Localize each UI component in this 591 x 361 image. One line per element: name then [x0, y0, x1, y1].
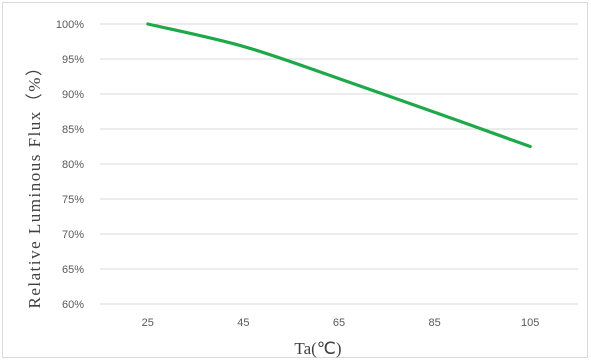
y-tick-label: 70% — [62, 229, 84, 241]
gridlines — [100, 23, 578, 305]
y-tick-label: 75% — [62, 194, 84, 206]
x-tick-labels: 25 45 65 85 105 — [142, 317, 540, 329]
x-tick-label: 65 — [333, 317, 345, 329]
y-tick-label: 90% — [62, 89, 84, 101]
y-tick-label: 60% — [62, 299, 84, 311]
x-tick-label: 45 — [237, 317, 249, 329]
y-tick-label: 65% — [62, 264, 84, 276]
y-tick-label: 95% — [62, 54, 84, 66]
y-tick-label: 80% — [62, 159, 84, 171]
x-tick-label: 85 — [428, 317, 440, 329]
series-lines — [146, 22, 532, 149]
chart-frame — [2, 2, 588, 358]
x-tick-label: 105 — [521, 317, 539, 329]
y-tick-labels: 60% 65% 70% 75% 80% 85% 90% 95% 100% — [56, 19, 84, 311]
x-tick-label: 25 — [142, 317, 154, 329]
series-line — [146, 22, 532, 149]
y-tick-label: 100% — [56, 19, 84, 31]
x-axis-title: Ta(℃) — [294, 339, 341, 358]
y-axis-title: Relative Luminous Flux（%） — [25, 58, 44, 309]
y-tick-label: 85% — [62, 124, 84, 136]
